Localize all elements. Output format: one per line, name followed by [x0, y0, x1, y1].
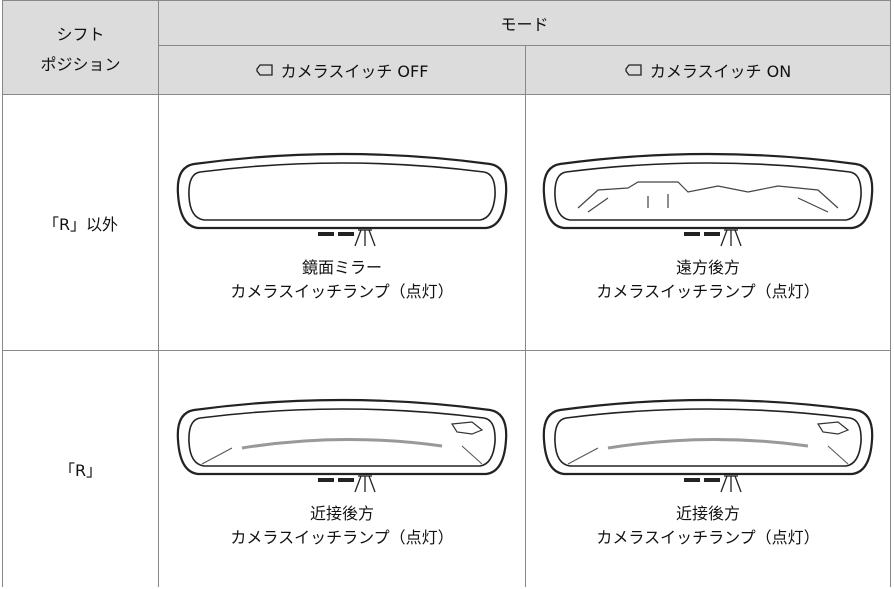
header-text: カメラスイッチ OFF [280, 62, 429, 81]
caption: 鏡面ミラー [301, 257, 382, 277]
mirror [542, 152, 874, 247]
header-text: ポジション [40, 54, 121, 74]
shift-cell: 「R」以外 [2, 94, 159, 351]
caption: 近接後方 [309, 503, 374, 523]
caption: カメラスイッチランプ（点灯） [596, 527, 820, 547]
mode-cell: 近接後方カメラスイッチランプ（点灯） [524, 350, 892, 587]
camera-icon [255, 64, 273, 76]
caption: 近接後方 [676, 503, 741, 523]
mirror [176, 152, 508, 247]
shift-header: シフト ポジション [2, 0, 159, 95]
camera-icon [625, 64, 642, 76]
caption: 遠方後方 [676, 257, 741, 277]
mirror [176, 398, 508, 493]
header-text: カメラスイッチ ON [649, 62, 792, 81]
mode-cell: 遠方後方カメラスイッチランプ（点灯） [524, 94, 892, 351]
caption: カメラスイッチランプ（点灯） [230, 527, 454, 547]
column-header: カメラスイッチ ON [524, 45, 892, 95]
column-header: カメラスイッチ OFF [158, 45, 526, 95]
mirror [542, 398, 874, 493]
header-text: シフト [56, 24, 105, 44]
caption: カメラスイッチランプ（点灯） [230, 281, 454, 301]
mode-cell: 鏡面ミラーカメラスイッチランプ（点灯） [158, 94, 526, 351]
shift-cell: 「R」 [2, 350, 159, 587]
caption: カメラスイッチランプ（点灯） [596, 281, 820, 301]
mode-header: モード [157, 0, 892, 46]
mode-cell: 近接後方カメラスイッチランプ（点灯） [158, 350, 526, 587]
